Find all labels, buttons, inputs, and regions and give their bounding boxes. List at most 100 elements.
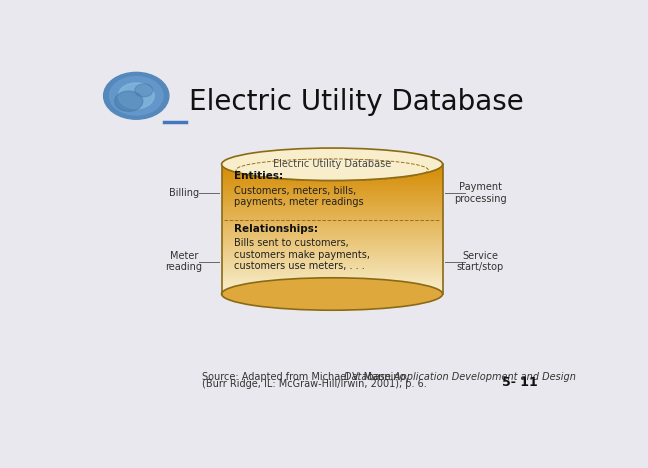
Bar xyxy=(222,181,443,182)
Bar xyxy=(222,171,443,172)
Bar xyxy=(222,276,443,277)
Bar xyxy=(222,236,443,237)
Bar xyxy=(222,192,443,193)
Text: Meter
reading: Meter reading xyxy=(165,251,202,272)
Bar xyxy=(222,196,443,197)
Bar xyxy=(222,252,443,253)
Bar xyxy=(222,271,443,272)
Ellipse shape xyxy=(222,278,443,310)
Text: Electric Utility Database: Electric Utility Database xyxy=(189,88,524,116)
Bar xyxy=(222,272,443,273)
Bar xyxy=(222,232,443,233)
Bar xyxy=(222,185,443,186)
Circle shape xyxy=(119,83,154,109)
Bar xyxy=(222,186,443,187)
Bar xyxy=(222,266,443,267)
Bar xyxy=(222,240,443,241)
Bar xyxy=(222,292,443,293)
Bar xyxy=(222,189,443,190)
Bar xyxy=(222,270,443,271)
Bar xyxy=(222,235,443,236)
Bar xyxy=(222,203,443,204)
Bar xyxy=(222,200,443,201)
Bar xyxy=(222,194,443,195)
Bar xyxy=(222,259,443,260)
Bar xyxy=(222,274,443,275)
Bar xyxy=(222,204,443,205)
Bar xyxy=(222,291,443,292)
Bar xyxy=(222,218,443,219)
Bar xyxy=(222,207,443,208)
Text: Service
start/stop: Service start/stop xyxy=(457,251,504,272)
Bar xyxy=(222,261,443,262)
Text: 5- 11: 5- 11 xyxy=(502,376,538,389)
Bar xyxy=(222,247,443,248)
Bar xyxy=(222,290,443,291)
Bar xyxy=(222,220,443,221)
Bar xyxy=(222,251,443,252)
Text: Source: Adapted from Michael V. Mannino,: Source: Adapted from Michael V. Mannino, xyxy=(202,372,411,382)
Bar xyxy=(222,197,443,198)
Text: Relationships:: Relationships: xyxy=(234,224,318,234)
Bar xyxy=(222,210,443,211)
Bar xyxy=(222,184,443,185)
Bar xyxy=(222,165,443,166)
Bar xyxy=(222,173,443,174)
Bar xyxy=(222,231,443,232)
Bar xyxy=(222,187,443,188)
Text: Database Application Development and Design: Database Application Development and Des… xyxy=(343,372,575,382)
Bar xyxy=(222,238,443,239)
Bar xyxy=(222,214,443,215)
Bar xyxy=(222,248,443,249)
Bar xyxy=(222,227,443,228)
Bar xyxy=(222,229,443,230)
Bar xyxy=(222,279,443,280)
Bar xyxy=(222,195,443,196)
Bar xyxy=(222,174,443,175)
Bar xyxy=(222,249,443,250)
Bar xyxy=(222,209,443,210)
Bar xyxy=(222,282,443,283)
Text: (Burr Ridge, IL: McGraw-Hill/Irwin, 2001), p. 6.: (Burr Ridge, IL: McGraw-Hill/Irwin, 2001… xyxy=(202,380,426,389)
Bar xyxy=(222,265,443,266)
Text: Entities:: Entities: xyxy=(234,171,283,182)
Bar xyxy=(222,177,443,178)
Bar xyxy=(222,293,443,294)
Bar xyxy=(222,255,443,256)
Bar xyxy=(222,277,443,278)
Bar xyxy=(222,280,443,281)
Bar xyxy=(222,245,443,246)
Bar xyxy=(222,199,443,200)
Bar xyxy=(222,167,443,168)
Bar xyxy=(222,278,443,279)
Bar xyxy=(222,273,443,274)
Bar xyxy=(222,180,443,181)
Bar xyxy=(222,213,443,214)
Circle shape xyxy=(110,77,163,115)
Bar xyxy=(222,246,443,247)
Bar xyxy=(222,193,443,194)
Bar xyxy=(222,225,443,226)
Bar xyxy=(222,254,443,255)
Bar xyxy=(222,211,443,212)
Bar xyxy=(222,264,443,265)
Bar xyxy=(222,242,443,243)
Bar xyxy=(222,212,443,213)
Bar xyxy=(222,262,443,263)
Bar xyxy=(222,250,443,251)
Text: Billing: Billing xyxy=(169,188,199,198)
Bar xyxy=(222,241,443,242)
Bar xyxy=(222,243,443,244)
Bar xyxy=(222,176,443,177)
Bar xyxy=(222,206,443,207)
Bar xyxy=(222,202,443,203)
Bar xyxy=(222,287,443,288)
Bar xyxy=(222,172,443,173)
Circle shape xyxy=(115,91,143,111)
Text: Bills sent to customers,
customers make payments,
customers use meters, . . .: Bills sent to customers, customers make … xyxy=(234,238,370,271)
Bar xyxy=(222,267,443,268)
Bar xyxy=(222,258,443,259)
Bar xyxy=(222,221,443,222)
Bar xyxy=(222,223,443,224)
Bar xyxy=(222,256,443,257)
